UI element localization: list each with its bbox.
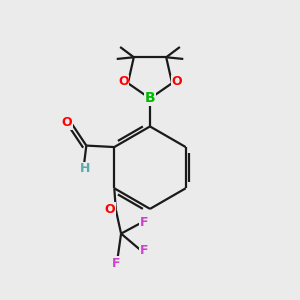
Text: F: F [112, 257, 120, 270]
Text: O: O [105, 203, 115, 216]
Text: B: B [145, 92, 155, 106]
Text: O: O [61, 116, 72, 129]
Text: H: H [80, 162, 90, 175]
Text: O: O [118, 75, 129, 88]
Text: O: O [171, 75, 182, 88]
Text: F: F [140, 216, 148, 229]
Text: F: F [140, 244, 148, 257]
